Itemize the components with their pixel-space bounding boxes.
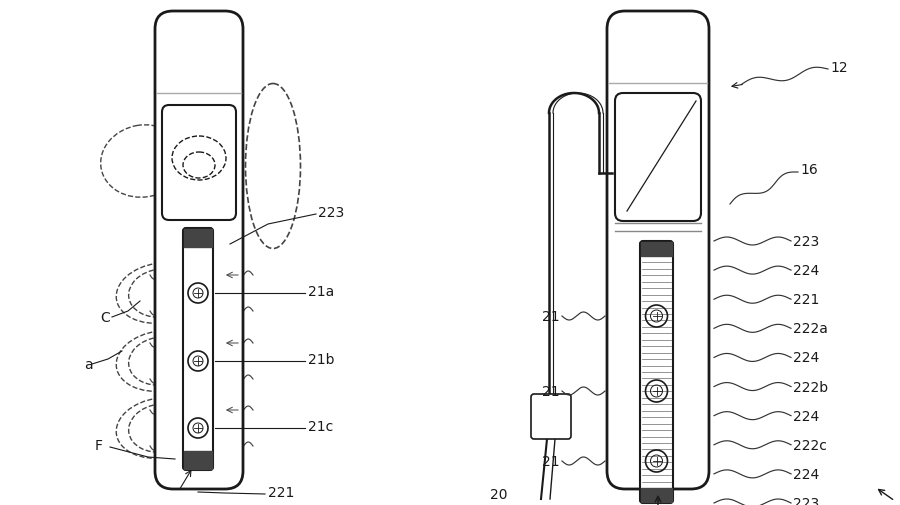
FancyBboxPatch shape [615, 94, 701, 222]
Text: 224: 224 [793, 467, 819, 481]
FancyBboxPatch shape [162, 106, 236, 221]
Text: a: a [84, 358, 93, 371]
Text: 12: 12 [830, 61, 848, 75]
FancyBboxPatch shape [183, 229, 213, 470]
Text: 222b: 222b [793, 380, 828, 394]
Text: 222a: 222a [793, 322, 828, 336]
Text: 223: 223 [793, 234, 819, 248]
FancyBboxPatch shape [607, 12, 709, 489]
Bar [184, 451, 212, 469]
Text: 224: 224 [793, 409, 819, 423]
Text: 21c: 21c [308, 419, 333, 433]
FancyBboxPatch shape [531, 394, 571, 439]
Text: C: C [100, 311, 110, 324]
Text: 20: 20 [490, 487, 508, 501]
Text: 21: 21 [543, 384, 560, 398]
Bar [641, 242, 672, 257]
FancyBboxPatch shape [640, 241, 673, 503]
Text: 223: 223 [318, 206, 344, 220]
Text: 222c: 222c [793, 438, 827, 452]
Text: 224: 224 [793, 264, 819, 278]
Text: 16: 16 [800, 163, 818, 177]
Text: 21: 21 [543, 310, 560, 323]
FancyBboxPatch shape [155, 12, 243, 489]
Text: 224: 224 [793, 351, 819, 365]
Text: 221: 221 [793, 292, 819, 307]
Text: 221: 221 [268, 485, 294, 499]
Text: 223: 223 [793, 496, 819, 505]
Text: F: F [95, 438, 103, 452]
Bar [184, 230, 212, 247]
Text: 21a: 21a [308, 284, 334, 298]
Bar [641, 488, 672, 502]
Text: 21: 21 [543, 454, 560, 468]
Text: 21b: 21b [308, 352, 335, 366]
